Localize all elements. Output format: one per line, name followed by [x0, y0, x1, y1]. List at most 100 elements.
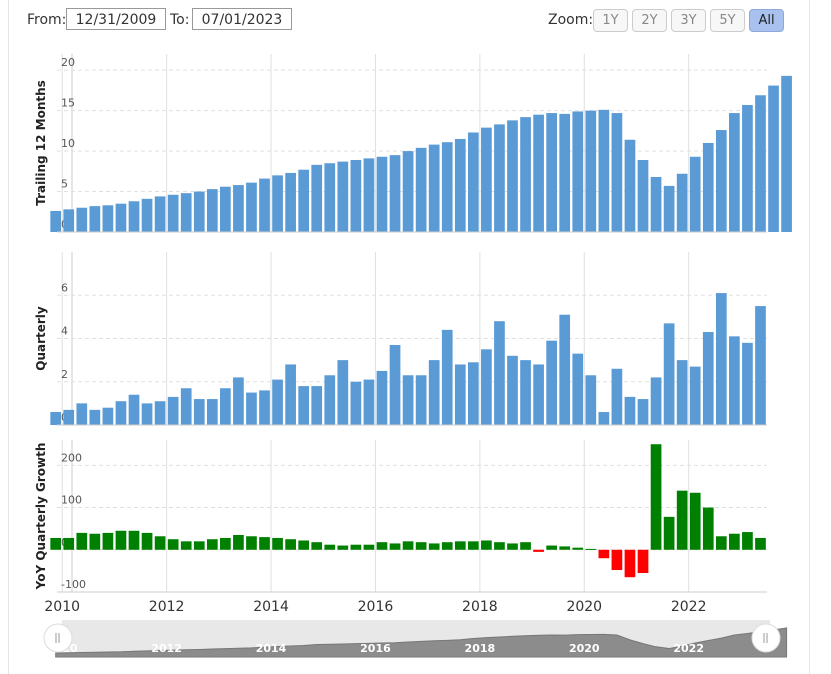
bar — [742, 104, 753, 232]
frame-right-border — [809, 0, 810, 674]
bar — [650, 377, 662, 425]
bar — [598, 549, 610, 559]
bar — [559, 113, 571, 232]
bar — [533, 364, 544, 425]
x-tick-label: 2012 — [149, 599, 185, 615]
bar — [715, 130, 727, 232]
bar — [768, 85, 779, 233]
x-tick-label: 2018 — [462, 599, 498, 615]
bar — [415, 542, 427, 550]
y-tick-label: 100 — [61, 494, 82, 507]
bar — [689, 366, 701, 425]
bar — [50, 210, 62, 232]
zoom-label: Zoom: — [548, 12, 594, 28]
bar — [637, 159, 649, 232]
bar — [102, 407, 114, 425]
bar — [50, 537, 62, 550]
bar — [180, 388, 192, 425]
zoom-all-button[interactable]: All — [749, 9, 784, 32]
zoom-2y-button[interactable]: 2Y — [632, 9, 667, 32]
bar — [363, 379, 375, 425]
y-tick-label: 10 — [61, 137, 75, 150]
y-axis-title: YoY Quarterly Growth — [34, 443, 48, 591]
bar — [376, 156, 388, 232]
bar — [76, 532, 88, 550]
bar — [63, 409, 75, 425]
bar — [650, 444, 662, 550]
bar — [76, 207, 88, 232]
bar — [676, 360, 688, 425]
bar — [102, 532, 114, 550]
y-tick-label: -100 — [61, 578, 86, 591]
bar — [115, 530, 127, 550]
bar — [89, 206, 101, 232]
bar — [702, 332, 714, 425]
zoom-3y-button[interactable]: 3Y — [671, 9, 706, 32]
bar — [324, 163, 336, 232]
bar — [141, 403, 153, 425]
bar — [624, 396, 636, 425]
bar — [637, 549, 649, 573]
bar — [285, 172, 296, 232]
bar — [311, 542, 323, 550]
y-tick-label: 2 — [61, 368, 68, 381]
navigator-tick-label: 2016 — [360, 642, 391, 655]
bar — [559, 546, 571, 550]
bar — [507, 355, 518, 425]
from-date-input[interactable]: 12/31/2009 — [66, 8, 166, 30]
bar — [650, 176, 662, 232]
bar — [481, 127, 492, 232]
bar — [533, 549, 544, 552]
bar — [481, 349, 492, 425]
bar — [298, 386, 310, 425]
bar — [546, 545, 558, 550]
bar — [611, 368, 623, 425]
to-date-input[interactable]: 07/01/2023 — [192, 8, 292, 30]
navigator-left-handle[interactable] — [43, 623, 73, 653]
bar — [624, 549, 636, 578]
navigator-left-handle-circle[interactable] — [43, 623, 73, 653]
bar — [154, 401, 166, 425]
bar — [220, 537, 231, 550]
bar — [598, 109, 610, 232]
bar — [272, 379, 283, 425]
bar — [546, 113, 558, 232]
bar — [441, 329, 453, 425]
bar — [729, 533, 740, 550]
bar — [350, 159, 362, 232]
bar — [246, 536, 257, 550]
bar — [585, 548, 597, 550]
y-axis-title: Trailing 12 Months — [34, 80, 48, 206]
bar — [494, 542, 505, 550]
navigator-right-handle[interactable] — [751, 623, 781, 653]
bar — [376, 370, 388, 425]
bar — [755, 95, 766, 232]
bar — [350, 544, 362, 550]
bar — [50, 412, 62, 425]
bar — [180, 541, 192, 550]
navigator-series — [55, 627, 788, 658]
bar — [128, 201, 140, 232]
bar — [572, 353, 584, 425]
navigator-tick-label: 2018 — [465, 642, 496, 655]
bar — [676, 490, 688, 550]
bar — [141, 198, 153, 232]
bar — [128, 394, 140, 425]
bar — [715, 536, 727, 550]
bar — [141, 532, 153, 550]
bar — [454, 364, 466, 425]
navigator-right-handle-circle[interactable] — [751, 623, 781, 653]
zoom-1y-button[interactable]: 1Y — [593, 9, 628, 32]
bar — [585, 110, 597, 232]
bar — [663, 323, 675, 425]
bar — [233, 535, 244, 550]
bar — [259, 537, 270, 550]
bar — [715, 293, 727, 425]
bar — [611, 549, 623, 571]
bar — [76, 403, 88, 425]
bar — [324, 375, 336, 425]
bar — [115, 203, 127, 232]
zoom-5y-button[interactable]: 5Y — [710, 9, 745, 32]
bar — [441, 142, 453, 232]
